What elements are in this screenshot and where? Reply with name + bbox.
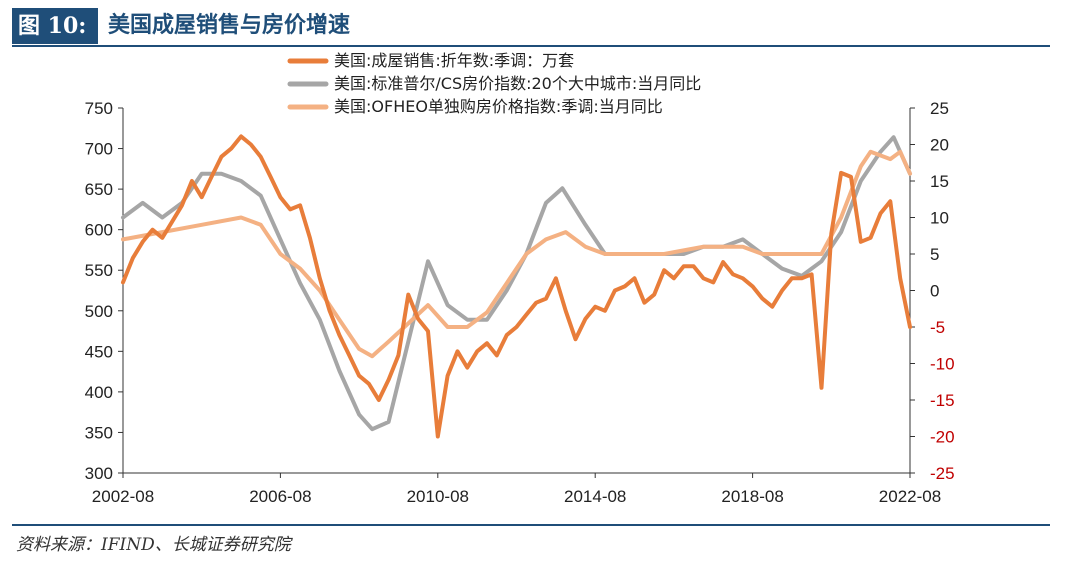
x-tick-label: 2010-08 (407, 487, 469, 506)
y-left-tick-label: 650 (85, 180, 113, 199)
chart-legend: 美国:成屋销售:折年数:季调：万套美国:标准普尔/CS房价指数:20个大中城市:… (287, 51, 701, 116)
y-right-tick-label: -15 (930, 391, 955, 410)
footer-divider (12, 524, 1050, 526)
y-left-tick-label: 550 (85, 261, 113, 280)
x-tick-label: 2022-08 (879, 487, 941, 506)
y-right-tick-label: 20 (930, 136, 949, 155)
series-line-3 (121, 149, 912, 359)
legend-label-2: 美国:标准普尔/CS房价指数:20个大中城市:当月同比 (334, 74, 701, 93)
x-tick-label: 2018-08 (721, 487, 783, 506)
y-left-tick-label: 600 (85, 221, 113, 240)
y-right-tick-label: -20 (930, 428, 955, 447)
y-left-tick-label: 750 (85, 99, 113, 118)
legend-label-1: 美国:成屋销售:折年数:季调：万套 (334, 51, 574, 70)
y-right-tick-label: -10 (930, 355, 955, 374)
x-tick-label: 2002-08 (92, 487, 154, 506)
y-right-tick-label: -5 (930, 318, 945, 337)
x-tick-label: 2006-08 (249, 487, 311, 506)
chart-series (121, 134, 912, 439)
y-left-tick-label: 350 (85, 423, 113, 442)
y-left-tick-label: 300 (85, 464, 113, 483)
figure-number: 图 10: (12, 8, 99, 44)
y-left-tick-label: 450 (85, 342, 113, 361)
figure-header: 图 10: 美国成屋销售与房价增速 (12, 8, 1050, 47)
y-left-tick-label: 700 (85, 140, 113, 159)
y-left-tick-label: 400 (85, 383, 113, 402)
chart-title: 美国成屋销售与房价增速 (108, 13, 351, 38)
y-left-tick-label: 500 (85, 302, 113, 321)
y-right-tick-label: 25 (930, 99, 949, 118)
series-line-1 (121, 134, 912, 439)
chart-axes: 300 350 400 450 500 550 600 650 700 750 -25 -20 -15 -… (85, 99, 955, 506)
y-right-tick-label: 0 (930, 282, 939, 301)
y-right-tick-label: -25 (930, 464, 955, 483)
source-note: 资料来源：IFIND、长城证券研究院 (16, 535, 291, 555)
header-divider (12, 45, 1050, 47)
y-right-tick-label: 5 (930, 245, 939, 264)
series-line-2 (121, 135, 912, 432)
legend-label-3: 美国:OFHEO单独购房价格指数:季调:当月同比 (334, 97, 663, 116)
y-right-tick-label: 15 (930, 172, 949, 191)
x-tick-label: 2014-08 (564, 487, 626, 506)
y-right-tick-label: 10 (930, 209, 949, 228)
